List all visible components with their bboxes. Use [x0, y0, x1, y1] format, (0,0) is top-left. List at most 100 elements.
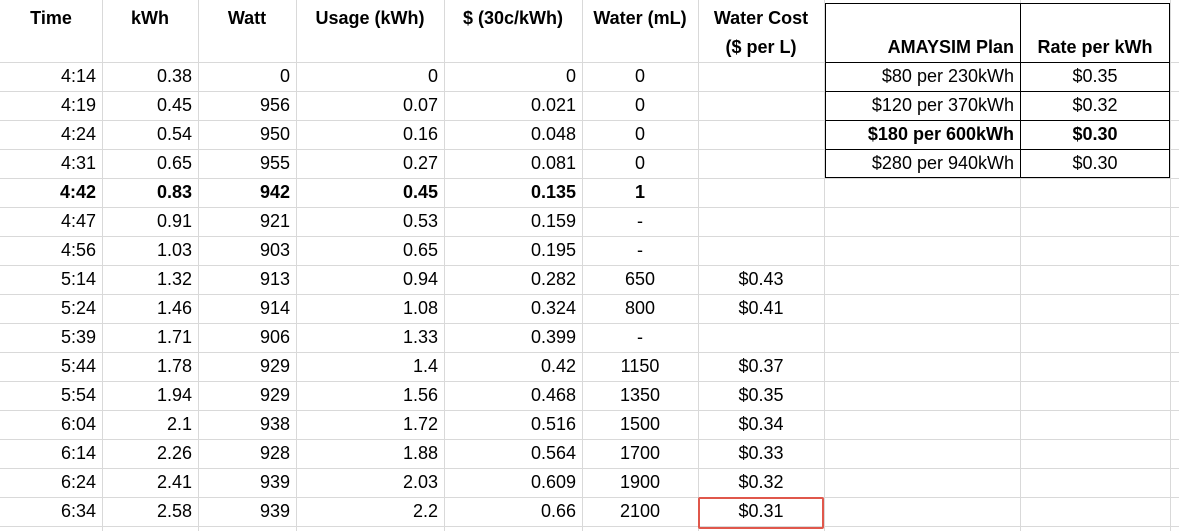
- cell-watt[interactable]: 955: [259, 153, 290, 173]
- plan-cell-plan[interactable]: $180 per 600kWh: [867, 124, 1014, 144]
- cell-watt[interactable]: 913: [259, 269, 290, 289]
- cell-usage[interactable]: 2.2: [412, 501, 438, 521]
- cell-water[interactable]: 0: [634, 153, 645, 173]
- cell-watt[interactable]: 929: [259, 385, 290, 405]
- cell-time[interactable]: 5:14: [60, 269, 96, 289]
- cell-kwh[interactable]: 0.45: [156, 95, 192, 115]
- cell-water[interactable]: 650: [624, 269, 656, 289]
- cell-cost[interactable]: 0.195: [530, 240, 576, 260]
- cell-cost[interactable]: 0.609: [530, 472, 576, 492]
- cell-usage[interactable]: 0.65: [402, 240, 438, 260]
- cell-water[interactable]: 1700: [619, 443, 661, 463]
- cell-usage[interactable]: 0.16: [402, 124, 438, 144]
- cell-time[interactable]: 6:14: [60, 443, 96, 463]
- cell-water-cost[interactable]: $0.35: [738, 385, 784, 405]
- plan-cell-plan[interactable]: $80 per 230kWh: [881, 66, 1014, 86]
- cell-water[interactable]: 1500: [619, 414, 661, 434]
- cell-water-cost[interactable]: $0.31: [738, 501, 784, 521]
- cell-watt[interactable]: 942: [259, 182, 290, 202]
- cell-kwh[interactable]: 0.83: [156, 182, 192, 202]
- cell-water-cost[interactable]: [698, 207, 824, 236]
- cell-water[interactable]: 1350: [619, 385, 661, 405]
- cell-water-cost[interactable]: [698, 91, 824, 120]
- cell-watt[interactable]: 950: [259, 124, 290, 144]
- cell-usage[interactable]: 1.56: [402, 385, 438, 405]
- cell-time[interactable]: 4:47: [60, 211, 96, 231]
- cell-kwh[interactable]: 2.26: [156, 443, 192, 463]
- cell-usage[interactable]: 1.4: [412, 356, 438, 376]
- cell-watt[interactable]: 938: [259, 414, 290, 434]
- cell-usage[interactable]: 1.08: [402, 298, 438, 318]
- cell-watt[interactable]: 921: [259, 211, 290, 231]
- cell-water-cost[interactable]: $0.37: [738, 356, 784, 376]
- cell-water-cost[interactable]: [698, 178, 824, 207]
- cell-time[interactable]: 6:04: [60, 414, 96, 434]
- plan-header-plan[interactable]: AMAYSIM Plan: [887, 37, 1014, 57]
- header-water-cost-unit[interactable]: ($ per L): [725, 37, 797, 57]
- cell-water[interactable]: 1900: [619, 472, 661, 492]
- cell-cost[interactable]: 0.564: [530, 443, 576, 463]
- cell-cost[interactable]: 0.282: [530, 269, 576, 289]
- cell-kwh[interactable]: 1.32: [156, 269, 192, 289]
- header-water[interactable]: Water (mL): [593, 8, 687, 28]
- cell-water-cost[interactable]: [698, 149, 824, 178]
- cell-water[interactable]: 1: [634, 182, 645, 202]
- cell-kwh[interactable]: 0.54: [156, 124, 192, 144]
- header-water-cost[interactable]: Water Cost: [713, 8, 809, 28]
- plan-header-rate[interactable]: Rate per kWh: [1037, 37, 1153, 57]
- cell-watt[interactable]: 939: [259, 472, 290, 492]
- cell-usage[interactable]: 0: [427, 66, 438, 86]
- cell-time[interactable]: 4:42: [59, 182, 96, 202]
- plan-cell-rate[interactable]: $0.32: [1072, 95, 1118, 115]
- cell-usage[interactable]: 1.88: [402, 443, 438, 463]
- cell-kwh[interactable]: 2.41: [156, 472, 192, 492]
- plan-cell-rate[interactable]: $0.35: [1072, 66, 1118, 86]
- cell-watt[interactable]: 928: [259, 443, 290, 463]
- header-usage[interactable]: Usage (kWh): [315, 8, 425, 28]
- cell-time[interactable]: 5:39: [60, 327, 96, 347]
- cell-water[interactable]: 0: [634, 124, 645, 144]
- cell-cost[interactable]: 0.159: [530, 211, 576, 231]
- cell-kwh[interactable]: 2.58: [156, 501, 192, 521]
- cell-cost[interactable]: 0.66: [540, 501, 576, 521]
- cell-water[interactable]: 0: [634, 66, 645, 86]
- cell-cost[interactable]: 0.42: [540, 356, 576, 376]
- cell-kwh[interactable]: 1.78: [156, 356, 192, 376]
- cell-time[interactable]: 5:24: [60, 298, 96, 318]
- cell-time[interactable]: 4:19: [60, 95, 96, 115]
- cell-watt[interactable]: 914: [259, 298, 290, 318]
- cell-cost[interactable]: 0.468: [530, 385, 576, 405]
- cell-water-cost[interactable]: $0.43: [738, 269, 784, 289]
- cell-time[interactable]: 4:14: [60, 66, 96, 86]
- cell-watt[interactable]: 929: [259, 356, 290, 376]
- cell-water[interactable]: -: [637, 211, 643, 231]
- cell-water-cost[interactable]: [698, 62, 824, 91]
- cell-water-cost[interactable]: $0.33: [738, 443, 784, 463]
- cell-cost[interactable]: 0.048: [530, 124, 576, 144]
- cell-water[interactable]: 0: [634, 95, 645, 115]
- cell-water-cost[interactable]: [698, 323, 824, 352]
- cell-usage[interactable]: 1.33: [402, 327, 438, 347]
- plan-cell-plan[interactable]: $120 per 370kWh: [871, 95, 1014, 115]
- cell-water[interactable]: 800: [624, 298, 656, 318]
- cell-watt[interactable]: 906: [259, 327, 290, 347]
- cell-usage[interactable]: 0.94: [402, 269, 438, 289]
- cell-kwh[interactable]: 0.65: [156, 153, 192, 173]
- cell-kwh[interactable]: 0.38: [156, 66, 192, 86]
- header-watt[interactable]: Watt: [227, 8, 267, 28]
- cell-watt[interactable]: 956: [259, 95, 290, 115]
- plan-cell-rate[interactable]: $0.30: [1072, 153, 1118, 173]
- cell-cost[interactable]: 0.135: [530, 182, 576, 202]
- cell-cost[interactable]: 0.399: [530, 327, 576, 347]
- cell-usage[interactable]: 0.53: [402, 211, 438, 231]
- cell-usage[interactable]: 0.27: [402, 153, 438, 173]
- cell-time[interactable]: 4:31: [60, 153, 96, 173]
- cell-cost[interactable]: 0.324: [530, 298, 576, 318]
- cell-kwh[interactable]: 2.1: [166, 414, 192, 434]
- cell-time[interactable]: 5:44: [60, 356, 96, 376]
- cell-water[interactable]: -: [637, 327, 643, 347]
- cell-water-cost[interactable]: $0.41: [738, 298, 784, 318]
- cell-cost[interactable]: 0.021: [530, 95, 576, 115]
- cell-cost[interactable]: 0.516: [530, 414, 576, 434]
- cell-usage[interactable]: 2.03: [402, 472, 438, 492]
